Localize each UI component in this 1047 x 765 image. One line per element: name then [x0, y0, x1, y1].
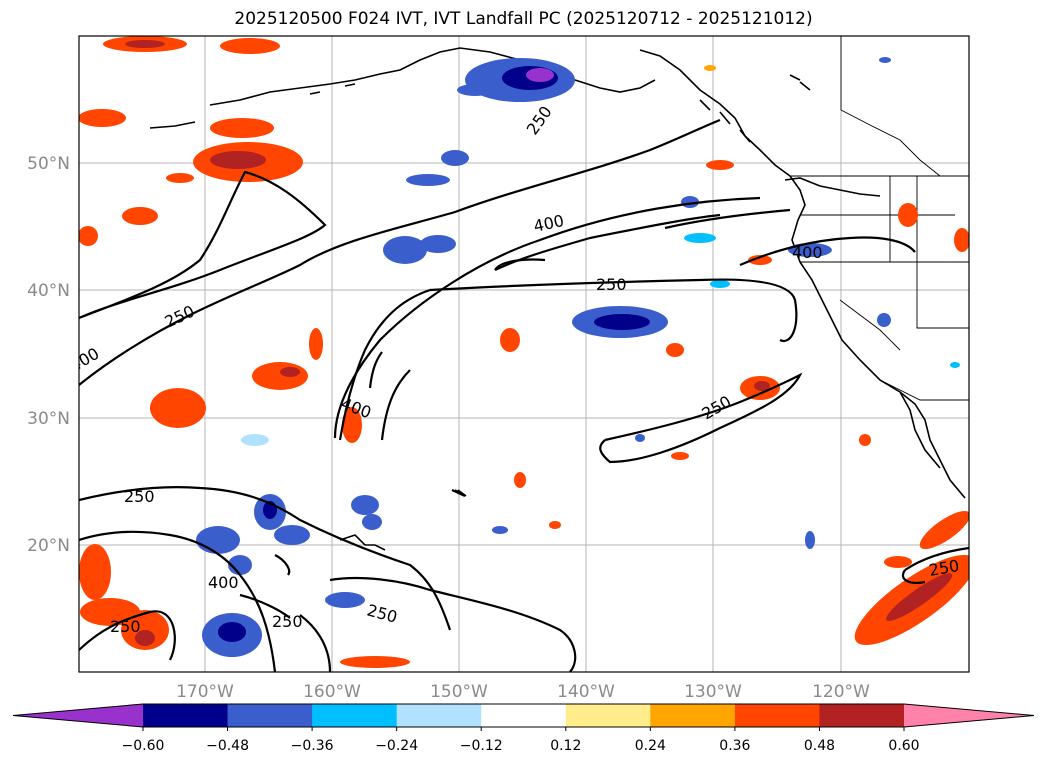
- colorbar-tick-label: −0.60: [122, 738, 165, 754]
- lat-label-20n: 20°N: [27, 536, 70, 556]
- colorbar-extend-right: [904, 704, 1034, 727]
- colorbar-segment: [396, 704, 482, 727]
- ivt-contours: [79, 118, 969, 672]
- contour-label: 250: [124, 487, 155, 506]
- lon-label-130w: 130°W: [684, 682, 742, 702]
- lat-label-40n: 40°N: [27, 281, 70, 301]
- colorbar-tick-label: −0.12: [460, 738, 503, 754]
- colorbar-segment: [143, 704, 229, 727]
- colorbar-segment: [481, 704, 567, 727]
- negative-anomaly-areas: [196, 57, 960, 657]
- positive-anomaly-areas: [79, 36, 969, 668]
- plot-area: [79, 36, 969, 672]
- colorbar-tick-label: −0.48: [206, 738, 249, 754]
- colorbar-ticks: [142, 727, 905, 731]
- map-title: 2025120500 F024 IVT, IVT Landfall PC (20…: [234, 9, 813, 29]
- colorbar-tick-label: 0.48: [804, 738, 835, 754]
- colorbar-tick-label: −0.24: [375, 738, 418, 754]
- colorbar-segment: [565, 704, 651, 727]
- lat-tick-labels: 50°N 40°N 30°N 20°N: [27, 154, 70, 556]
- contour-label: 400: [208, 573, 239, 592]
- colorbar-segment: [650, 704, 736, 727]
- colorbar-tick-label: 0.60: [888, 738, 919, 754]
- colorbar: −0.60 −0.48 −0.36 −0.24 −0.12 0.12 0.24 0.36 0.4…: [12, 703, 1035, 754]
- gridlines: [79, 36, 969, 672]
- colorbar-segment: [734, 704, 820, 727]
- colorbar-segment: [312, 704, 398, 727]
- contour-label: 250: [110, 617, 141, 636]
- colorbar-segment: [819, 704, 905, 727]
- borders: [790, 36, 969, 401]
- contour-label: 400: [792, 243, 823, 262]
- lon-tick-labels: 170°W 160°W 150°W 140°W 130°W 120°W: [176, 682, 870, 702]
- colorbar-tick-label: 0.24: [635, 738, 666, 754]
- lon-label-170w: 170°W: [176, 682, 234, 702]
- colorbar-tick-label: 0.36: [719, 738, 750, 754]
- plot-frame: [78, 35, 970, 673]
- contour-label: 250: [596, 275, 627, 294]
- lon-label-150w: 150°W: [430, 682, 488, 702]
- lon-label-160w: 160°W: [303, 682, 361, 702]
- colorbar-tick-label: 0.12: [550, 738, 581, 754]
- lon-label-120w: 120°W: [812, 682, 870, 702]
- colorbar-segments: [12, 703, 1035, 728]
- colorbar-extend-left: [13, 704, 143, 727]
- lat-label-30n: 30°N: [27, 409, 70, 429]
- colorbar-segment: [227, 704, 313, 727]
- contour-label: 250: [272, 612, 303, 631]
- lon-label-140w: 140°W: [557, 682, 615, 702]
- colorbar-tick-label: −0.36: [291, 738, 334, 754]
- lat-label-50n: 50°N: [27, 154, 70, 174]
- colorbar-tick-labels: −0.60 −0.48 −0.36 −0.24 −0.12 0.12 0.24 0.36 0.4…: [122, 738, 920, 754]
